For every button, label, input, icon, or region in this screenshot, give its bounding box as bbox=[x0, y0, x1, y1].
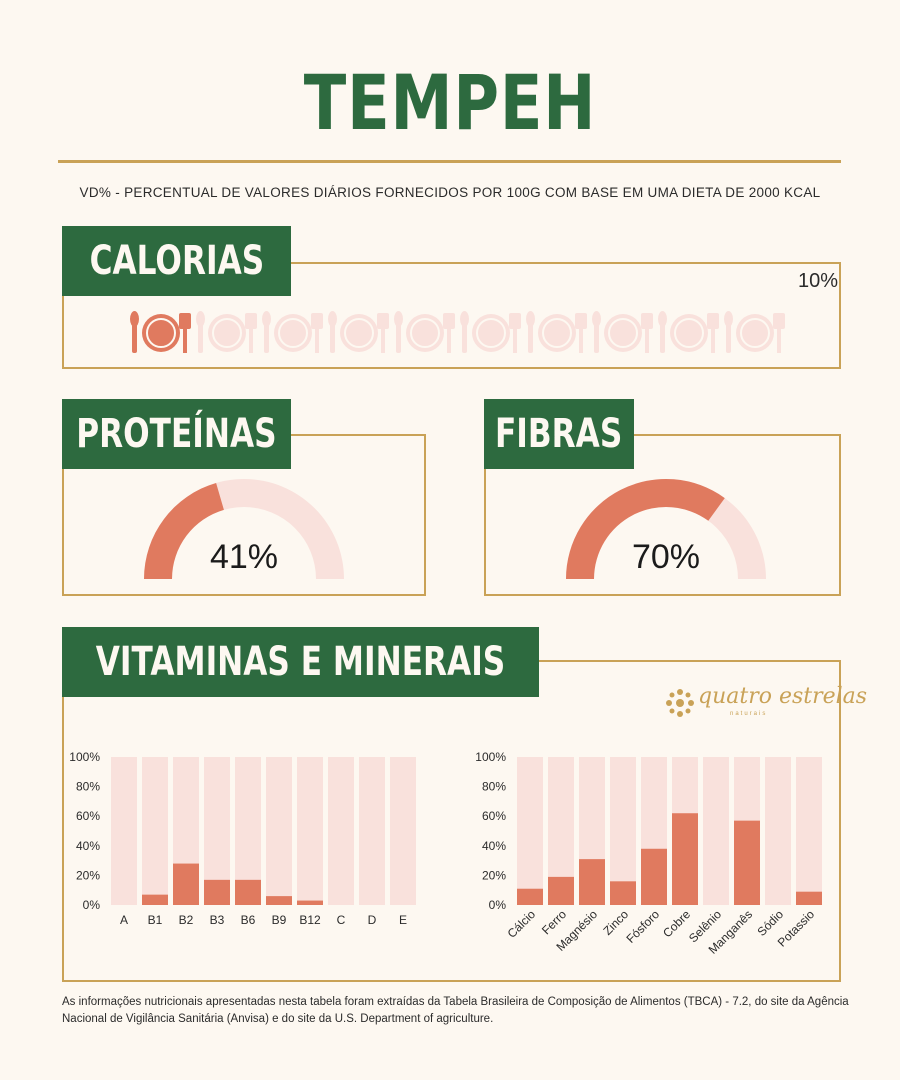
calories-icon-row bbox=[130, 311, 785, 353]
bar bbox=[641, 848, 667, 905]
plate-icon bbox=[394, 311, 455, 353]
plate-icon bbox=[724, 311, 785, 353]
x-tick-label: C bbox=[337, 913, 346, 927]
bar-background bbox=[297, 757, 323, 905]
bar bbox=[204, 879, 230, 905]
bar-background bbox=[142, 757, 168, 905]
plate-icon bbox=[262, 311, 323, 353]
plate-icon bbox=[130, 311, 191, 353]
proteins-label-text: PROTEÍNAS bbox=[76, 411, 277, 457]
logo-subtext: naturais bbox=[730, 711, 768, 717]
bar bbox=[235, 879, 261, 905]
y-tick-label: 80% bbox=[76, 780, 100, 794]
bar-background bbox=[796, 757, 822, 905]
bar bbox=[548, 876, 574, 905]
x-tick-label: B3 bbox=[210, 913, 225, 927]
y-tick-label: 80% bbox=[482, 780, 506, 794]
bar bbox=[142, 894, 168, 905]
vitamins-label: VITAMINAS E MINERAIS bbox=[62, 627, 539, 697]
y-tick-label: 0% bbox=[489, 898, 507, 912]
logo-text: quatro estrelas bbox=[698, 684, 868, 709]
x-tick-label: B9 bbox=[272, 913, 287, 927]
x-tick-label: A bbox=[120, 913, 128, 927]
bar-background bbox=[111, 757, 137, 905]
fibers-label-text: FIBRAS bbox=[495, 411, 623, 457]
x-tick-label: D bbox=[368, 913, 377, 927]
bar-background bbox=[359, 757, 385, 905]
x-tick-label: B6 bbox=[241, 913, 256, 927]
plate-icon bbox=[196, 311, 257, 353]
footnote: As informações nutricionais apresentadas… bbox=[62, 996, 849, 1025]
plate-icon bbox=[526, 311, 587, 353]
bar bbox=[672, 813, 698, 905]
bar-background bbox=[390, 757, 416, 905]
gauge-fill bbox=[566, 479, 725, 579]
proteins-value: 41% bbox=[209, 538, 279, 576]
fibers-value: 70% bbox=[631, 538, 701, 576]
fibers-label: FIBRAS bbox=[484, 399, 634, 469]
vitamins-label-text: VITAMINAS E MINERAIS bbox=[95, 639, 506, 685]
bar-background bbox=[328, 757, 354, 905]
bar bbox=[517, 888, 543, 905]
bar-background bbox=[266, 757, 292, 905]
x-tick-label: E bbox=[399, 913, 407, 927]
x-tick-label: Fósforo bbox=[623, 907, 662, 946]
x-tick-label: Cálcio bbox=[505, 907, 539, 941]
y-tick-label: 100% bbox=[69, 750, 100, 764]
bar-background bbox=[517, 757, 543, 905]
calories-value: 10% bbox=[798, 270, 839, 292]
bar-background bbox=[765, 757, 791, 905]
calories-label: CALORIAS bbox=[62, 226, 291, 296]
subtitle: VD% - PERCENTUAL DE VALORES DIÁRIOS FORN… bbox=[79, 185, 821, 200]
fibers-gauge bbox=[566, 479, 766, 579]
plate-icon bbox=[328, 311, 389, 353]
y-tick-label: 0% bbox=[83, 898, 101, 912]
plate-icon bbox=[592, 311, 653, 353]
bar bbox=[173, 863, 199, 905]
page-title: TEMPEH bbox=[303, 58, 597, 147]
x-tick-label: B1 bbox=[148, 913, 163, 927]
gauge-fill bbox=[144, 482, 224, 579]
logo-star-icon bbox=[666, 689, 694, 717]
x-tick-label: B2 bbox=[179, 913, 194, 927]
vitamins-chart: 0% 20% 40% 60% 80% 100% A B1 B2 B3 B6 B9 B12 C D E bbox=[69, 750, 416, 927]
bar bbox=[579, 859, 605, 905]
y-tick-label: 40% bbox=[482, 839, 506, 853]
bar bbox=[297, 900, 323, 905]
y-tick-label: 100% bbox=[475, 750, 506, 764]
y-tick-label: 40% bbox=[76, 839, 100, 853]
calories-box bbox=[62, 262, 841, 369]
y-tick-label: 60% bbox=[76, 809, 100, 823]
brand-logo: quatro estrelas naturais bbox=[664, 684, 867, 724]
bar-background bbox=[703, 757, 729, 905]
x-tick-label: B12 bbox=[299, 913, 321, 927]
title-divider bbox=[58, 160, 841, 163]
proteins-gauge bbox=[144, 479, 344, 579]
plate-icon bbox=[658, 311, 719, 353]
bar bbox=[796, 891, 822, 905]
proteins-label: PROTEÍNAS bbox=[62, 399, 291, 469]
bar bbox=[266, 896, 292, 905]
y-tick-label: 60% bbox=[482, 809, 506, 823]
bar bbox=[734, 820, 760, 905]
y-tick-label: 20% bbox=[482, 868, 506, 882]
bar bbox=[610, 881, 636, 905]
y-tick-label: 20% bbox=[76, 868, 100, 882]
bar-background bbox=[610, 757, 636, 905]
calories-label-text: CALORIAS bbox=[89, 238, 264, 284]
fibers-box bbox=[484, 434, 841, 596]
plate-icon bbox=[460, 311, 521, 353]
